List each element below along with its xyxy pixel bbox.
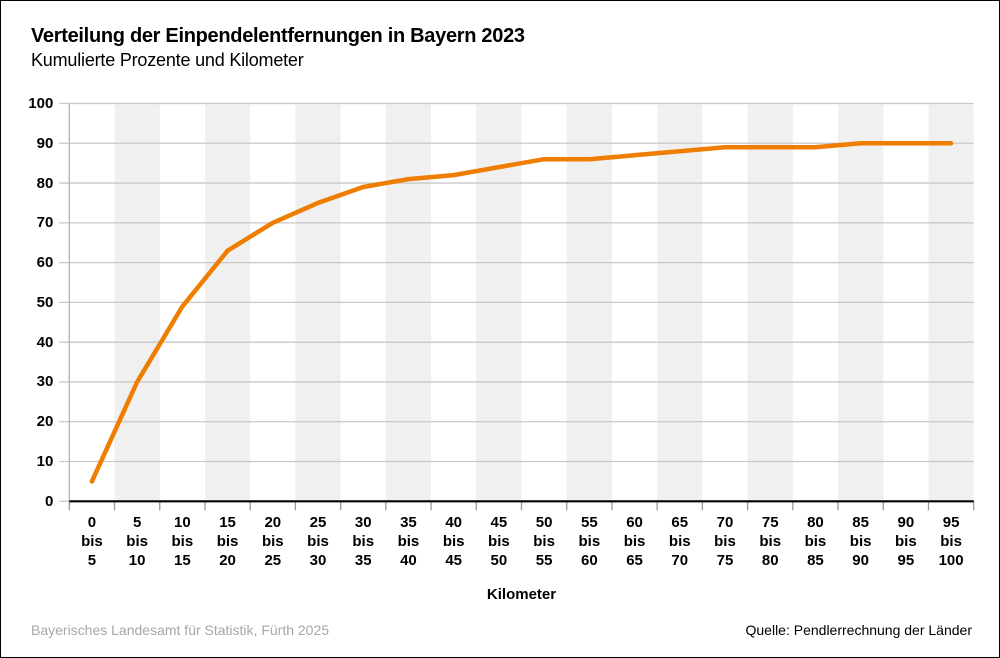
y-tick-label: 0: [44, 492, 54, 510]
y-tick-label: 50: [36, 293, 54, 311]
x-tick-label: 50 bis 55: [533, 514, 555, 569]
x-tick-label: 40 bis 45: [442, 514, 465, 569]
x-tick-label: 70 bis 75: [714, 514, 736, 569]
x-tick-label: 75 bis 80: [759, 514, 782, 569]
chart-title: Verteilung der Einpendelentfernungen in …: [31, 25, 525, 47]
x-tick-label: 10 bis 15: [171, 514, 194, 569]
x-tick-label: 55 bis 60: [578, 514, 601, 569]
y-tick-label: 80: [36, 174, 54, 192]
y-tick-label: 90: [36, 134, 54, 152]
footer-publisher-text: Bayerisches Landesamt für Statistik, Für…: [31, 622, 330, 638]
cumulative-percent-line: [89, 141, 954, 484]
y-tick-label: 20: [36, 413, 54, 431]
x-tick-label: 5 bis 10: [126, 514, 148, 569]
y-tick-label: 60: [36, 254, 54, 272]
x-tick-label: 25 bis 30: [307, 514, 329, 569]
x-tick-label: 45 bis 50: [488, 514, 510, 569]
x-tick-label: 35 bis 40: [397, 514, 420, 569]
x-tick-label: 95 bis 100: [938, 514, 964, 569]
x-tick-label: 0 bis 5: [81, 514, 103, 569]
x-tick-label: 30 bis 35: [352, 514, 375, 569]
x-axis-title: Kilometer: [486, 586, 557, 603]
y-tick-label: 40: [36, 333, 54, 351]
x-tick-label: 20 bis 25: [261, 514, 284, 569]
x-tick-label: 85 bis 90: [849, 514, 872, 569]
x-tick-label: 15 bis 20: [216, 514, 239, 569]
y-tick-label: 100: [28, 95, 54, 112]
x-tick-label: 90 bis 95: [895, 514, 917, 569]
x-tick-label: 80 bis 85: [804, 514, 827, 569]
chart-subtitle: Kumulierte Prozente und Kilometer: [31, 50, 304, 70]
x-tick-label: 60 bis 65: [623, 514, 646, 569]
y-tick-label: 30: [36, 373, 54, 391]
y-tick-label: 70: [36, 214, 54, 232]
y-tick-label: 10: [36, 453, 54, 471]
x-tick-label: 65 bis 70: [668, 514, 691, 569]
footer-source-text: Quelle: Pendlerrechnung der Länder: [745, 622, 973, 638]
